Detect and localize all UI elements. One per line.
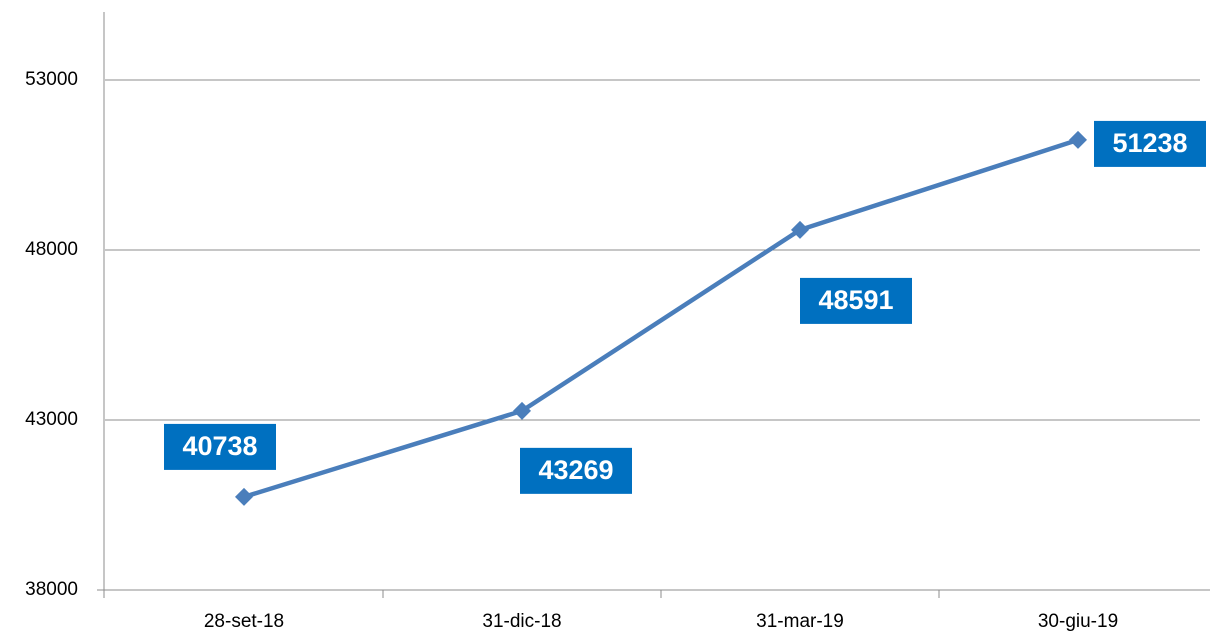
x-tick-label: 31-dic-18 (482, 611, 561, 632)
value-label: 51238 (1112, 128, 1187, 158)
value-label: 40738 (182, 431, 257, 461)
value-label-box (520, 447, 632, 494)
marker (791, 220, 809, 239)
x-tick-label: 28-set-18 (204, 611, 284, 632)
marker (235, 487, 253, 506)
value-label-box (164, 423, 276, 470)
marker (1069, 130, 1087, 149)
y-tick-label: 43000 (25, 409, 78, 430)
line (243, 137, 1079, 500)
value-label: 43269 (538, 455, 613, 485)
value-label-box (800, 277, 912, 324)
y-tick-label: 48000 (25, 239, 78, 260)
y-tick-label: 38000 (25, 579, 78, 600)
x-tick-label: 30-giu-19 (1038, 611, 1118, 632)
marker (513, 401, 531, 420)
y-tick-label: 53000 (25, 69, 78, 90)
value-label-box (1094, 120, 1206, 167)
x-tick-label: 31-mar-19 (756, 611, 844, 632)
value-label: 48591 (818, 285, 893, 315)
